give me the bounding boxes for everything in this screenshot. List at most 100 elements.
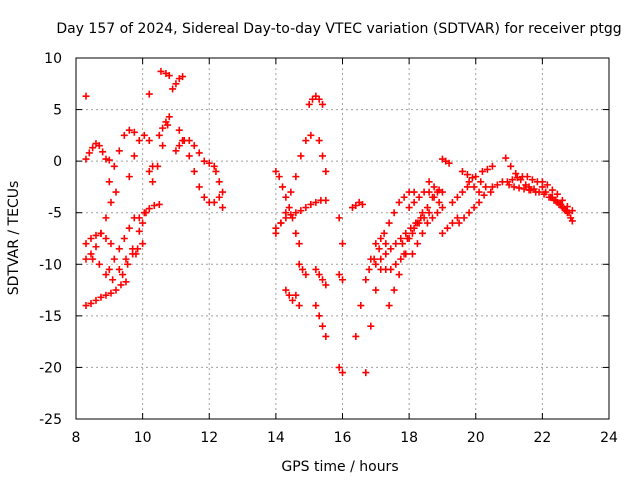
data-point	[125, 126, 133, 134]
data-point	[477, 178, 485, 186]
data-point	[375, 245, 383, 253]
data-point	[102, 155, 110, 163]
series-s25	[272, 196, 330, 232]
data-point	[89, 144, 97, 152]
data-point	[568, 217, 576, 225]
data-point	[142, 209, 150, 217]
data-point	[335, 363, 343, 371]
series-s46	[438, 214, 461, 237]
series-s14	[145, 90, 153, 98]
data-point	[277, 219, 285, 227]
data-point	[392, 260, 400, 268]
data-point	[558, 196, 566, 204]
data-point	[200, 193, 208, 201]
data-point	[82, 255, 90, 263]
data-point	[135, 214, 143, 222]
data-point	[553, 190, 561, 198]
series-s53	[488, 173, 546, 191]
data-point	[292, 229, 300, 237]
data-point	[285, 291, 293, 299]
data-point	[438, 204, 446, 212]
y-axis-label: SDTVAR / TECUs	[6, 181, 22, 296]
data-point	[315, 312, 323, 320]
x-tick-label: 20	[467, 430, 485, 446]
data-point	[319, 276, 327, 284]
data-point	[119, 271, 127, 279]
series-s47	[448, 183, 471, 206]
data-point	[97, 229, 105, 237]
data-point	[322, 332, 330, 340]
data-point	[172, 80, 180, 88]
data-point	[175, 126, 183, 134]
data-point	[312, 198, 320, 206]
data-point	[435, 198, 443, 206]
data-point	[448, 219, 456, 227]
data-point	[505, 181, 513, 189]
series-s8	[105, 214, 138, 273]
data-point	[102, 235, 110, 242]
data-point	[402, 229, 410, 237]
data-point	[117, 281, 125, 289]
series-s4	[82, 278, 130, 310]
data-point	[453, 214, 461, 222]
data-point	[124, 260, 132, 268]
data-point	[154, 162, 162, 170]
data-point	[215, 193, 223, 201]
data-point	[408, 229, 416, 237]
data-point	[149, 178, 157, 186]
data-point	[105, 265, 113, 273]
series-s18	[169, 73, 187, 93]
data-point	[112, 188, 120, 196]
data-point	[319, 322, 327, 330]
series-s30	[312, 302, 330, 340]
data-point	[463, 183, 471, 191]
data-point	[87, 250, 95, 258]
data-point	[210, 198, 218, 206]
y-tick-labels: -25 -20 -15 -10 -5 0 5 10	[39, 51, 62, 428]
data-point	[159, 124, 167, 132]
data-point	[319, 100, 327, 108]
data-point	[322, 167, 330, 175]
data-point	[400, 193, 408, 201]
data-point	[397, 235, 405, 242]
data-point	[377, 235, 385, 242]
data-point	[382, 240, 390, 248]
data-point	[95, 260, 103, 268]
data-point	[139, 219, 147, 227]
data-point	[352, 332, 360, 340]
x-tick-label: 12	[200, 430, 218, 446]
series-s31	[315, 137, 330, 175]
data-point	[134, 245, 142, 253]
data-point	[483, 165, 491, 173]
data-point	[362, 276, 370, 284]
data-point	[89, 255, 97, 263]
data-point	[120, 235, 128, 242]
y-tick-label: -10	[39, 257, 62, 273]
data-point	[297, 207, 305, 215]
data-point	[425, 188, 433, 196]
data-point	[362, 369, 370, 377]
data-point	[367, 322, 375, 330]
data-point	[285, 204, 293, 212]
series-s1	[82, 140, 113, 164]
data-point	[472, 173, 480, 181]
data-point	[110, 162, 118, 170]
data-point	[448, 198, 456, 206]
data-point	[125, 173, 133, 181]
data-point	[425, 209, 433, 217]
data-point	[372, 240, 380, 248]
series-s12	[135, 209, 150, 235]
series-s34	[335, 271, 346, 284]
data-point	[455, 219, 463, 227]
data-point	[502, 154, 510, 162]
data-point	[135, 137, 143, 145]
series-s15	[149, 121, 172, 186]
data-point	[312, 265, 320, 273]
data-point	[470, 183, 478, 191]
y-tick-label: -25	[39, 412, 62, 428]
data-point	[410, 198, 418, 206]
data-point	[315, 271, 323, 279]
series-s35	[348, 198, 366, 212]
series-s21	[185, 137, 218, 170]
data-point	[319, 152, 327, 160]
